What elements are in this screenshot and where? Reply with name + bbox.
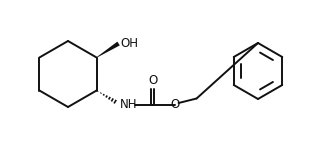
Text: O: O	[170, 98, 179, 111]
Text: O: O	[148, 74, 157, 87]
Text: NH: NH	[120, 98, 137, 111]
Text: OH: OH	[121, 37, 139, 50]
Polygon shape	[96, 42, 120, 58]
